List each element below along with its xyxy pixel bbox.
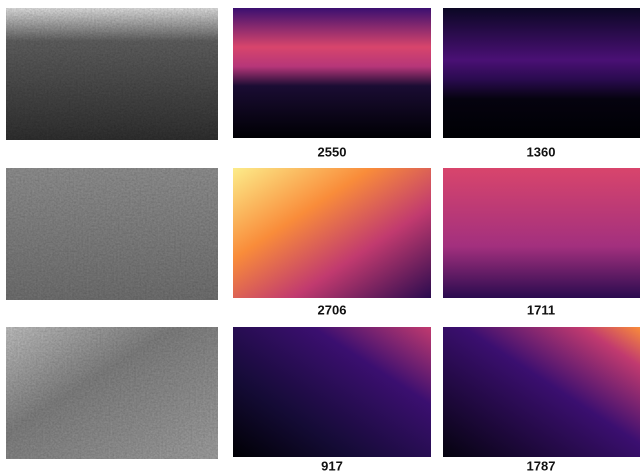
density-map bbox=[233, 8, 431, 138]
count-label: 1787 bbox=[527, 458, 556, 473]
density-map bbox=[233, 168, 431, 298]
density-map bbox=[443, 168, 640, 298]
density-map bbox=[233, 327, 431, 457]
count-label: 2706 bbox=[318, 302, 347, 317]
input-photo bbox=[6, 8, 218, 140]
page: {"rows": [ {"counts": [2550, 1360]}, {"c… bbox=[0, 0, 640, 475]
count-label: 1711 bbox=[527, 302, 555, 317]
density-map bbox=[443, 8, 640, 138]
count-label: 917 bbox=[321, 458, 343, 473]
count-label: 2550 bbox=[318, 144, 347, 159]
input-photo bbox=[6, 168, 218, 300]
density-map bbox=[443, 327, 640, 457]
figure: 2550 1360 2706 1711 917 1787 bbox=[0, 0, 640, 475]
input-photo bbox=[6, 327, 218, 459]
count-label: 1360 bbox=[527, 144, 556, 159]
